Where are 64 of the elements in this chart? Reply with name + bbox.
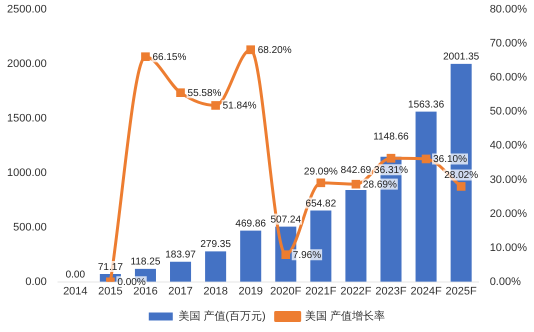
data-label: 0.00 xyxy=(66,270,86,281)
data-label: 2001.35 xyxy=(443,52,480,63)
x-tick-label: 2024F xyxy=(410,285,442,298)
bar xyxy=(170,262,192,282)
x-tick-label: 2022F xyxy=(340,285,372,298)
point xyxy=(141,52,150,62)
data-label: 29.09% xyxy=(304,166,338,178)
y2-tick-label: 80.00% xyxy=(490,4,528,16)
bar xyxy=(205,251,226,282)
data-label: 183.97 xyxy=(165,250,196,261)
data-label: 55.58% xyxy=(188,88,222,99)
x-tick-label: 2018 xyxy=(203,285,228,298)
x-tick-label: 2019 xyxy=(238,285,263,298)
x-tick-label: 2020F xyxy=(270,285,302,298)
data-label: 68.20% xyxy=(258,45,292,56)
legend-label: 美国 产值(百万元) xyxy=(178,310,266,323)
x-tick-label: 2014 xyxy=(63,285,88,298)
data-label: 36.31% xyxy=(374,165,408,176)
y-tick-label: 1000.00 xyxy=(6,166,47,179)
y2-tick-label: 60.00% xyxy=(490,72,528,84)
y2-tick-label: 20.00% xyxy=(490,208,528,220)
data-label: 279.35 xyxy=(200,239,232,250)
point xyxy=(316,178,326,188)
data-label: 7.96% xyxy=(292,250,322,261)
data-label: 51.84% xyxy=(222,100,257,112)
y2-tick-label: 30.00% xyxy=(490,174,528,186)
data-label: 1563.36 xyxy=(408,99,445,110)
y-tick-label: 0.00 xyxy=(25,276,47,288)
y2-tick-label: 10.00% xyxy=(490,242,528,254)
x-tick-label: 2017 xyxy=(168,285,193,298)
point xyxy=(456,182,466,191)
y2-tick-label: 70.00% xyxy=(490,38,528,50)
point xyxy=(211,101,220,110)
y-tick-label: 1500.00 xyxy=(6,112,47,125)
legend-label: 美国 产值增长率 xyxy=(305,310,386,323)
x-tick-label: 2021F xyxy=(305,285,337,298)
bar xyxy=(345,190,366,282)
point xyxy=(352,180,360,189)
data-label: 0.00% xyxy=(117,277,146,288)
data-label: 842.69 xyxy=(340,164,372,176)
point xyxy=(176,88,185,98)
y2-tick-label: 40.00% xyxy=(490,140,528,152)
point xyxy=(246,45,256,54)
data-label: 36.10% xyxy=(433,154,468,166)
point xyxy=(386,154,396,163)
y2-tick-label: 50.00% xyxy=(490,106,528,118)
y-tick-label: 2500.00 xyxy=(6,4,47,16)
x-tick-label: 2025F xyxy=(446,285,478,298)
data-label: 28.02% xyxy=(444,170,478,182)
data-label: 469.86 xyxy=(235,218,266,230)
bar xyxy=(240,230,262,282)
data-label: 654.82 xyxy=(306,198,337,210)
data-label: 1148.66 xyxy=(373,131,410,142)
data-label: 507.24 xyxy=(270,214,302,226)
point xyxy=(281,250,290,260)
data-label: 71.17 xyxy=(98,262,124,273)
y-tick-label: 2000.00 xyxy=(6,58,47,70)
data-label: 66.15% xyxy=(152,52,186,63)
y2-tick-label: 0.00% xyxy=(490,276,522,288)
point xyxy=(422,154,430,164)
x-tick-label: 2023F xyxy=(375,285,407,298)
data-label: 28.69% xyxy=(362,179,397,190)
data-label: 118.25 xyxy=(130,256,161,268)
y-tick-label: 500.00 xyxy=(13,221,47,234)
